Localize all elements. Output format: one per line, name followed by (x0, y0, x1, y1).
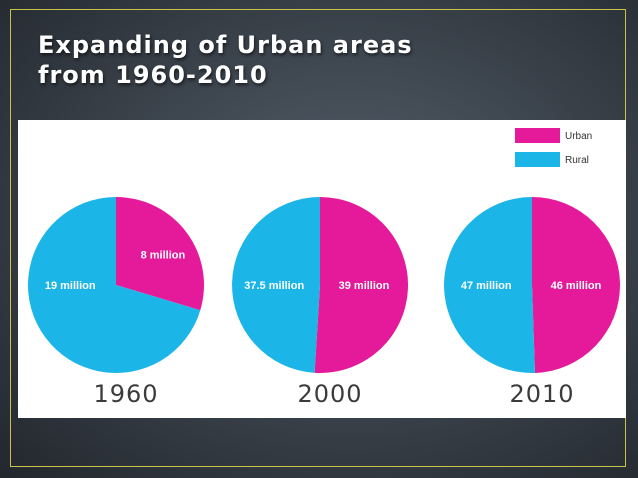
slice-label-rural: 47 million (461, 280, 512, 292)
pie-2010: 46 million 47 million 2010 (444, 197, 621, 408)
pie-charts: Urban Rural 8 million 19 million 1960 39… (27, 128, 621, 408)
pie-1960: 8 million 19 million 1960 (27, 197, 204, 408)
slice-label-rural: 37.5 million (244, 280, 304, 292)
legend-label-rural: Rural (565, 155, 589, 166)
pie-slice-rural (232, 197, 320, 373)
title-line-1: Expanding of Urban areas (38, 31, 413, 59)
legend-swatch-urban (515, 128, 560, 143)
year-label-2010: 2010 (509, 380, 574, 408)
legend-label-urban: Urban (565, 131, 592, 142)
title-line-2: from 1960-2010 (38, 61, 268, 89)
year-label-1960: 1960 (93, 380, 158, 408)
slice-label-urban: 8 million (141, 250, 186, 262)
slide-title: Expanding of Urban areas from 1960-2010 (38, 30, 413, 90)
legend: Urban Rural (515, 128, 592, 167)
pie-slice-urban (532, 197, 621, 373)
pie-slice-urban (314, 196, 409, 373)
legend-swatch-rural (515, 152, 560, 167)
chart-panel: Urban Rural 8 million 19 million 1960 39… (18, 120, 626, 418)
pie-slice-rural (27, 197, 201, 373)
pie-slice-urban (116, 197, 204, 311)
slice-label-urban: 39 million (339, 280, 390, 292)
slice-label-urban: 46 million (551, 280, 602, 292)
pie-slice-rural (444, 197, 535, 373)
pie-2000: 39 million 37.5 million 2000 (232, 196, 409, 408)
slice-label-rural: 19 million (45, 280, 96, 292)
year-label-2000: 2000 (297, 380, 362, 408)
